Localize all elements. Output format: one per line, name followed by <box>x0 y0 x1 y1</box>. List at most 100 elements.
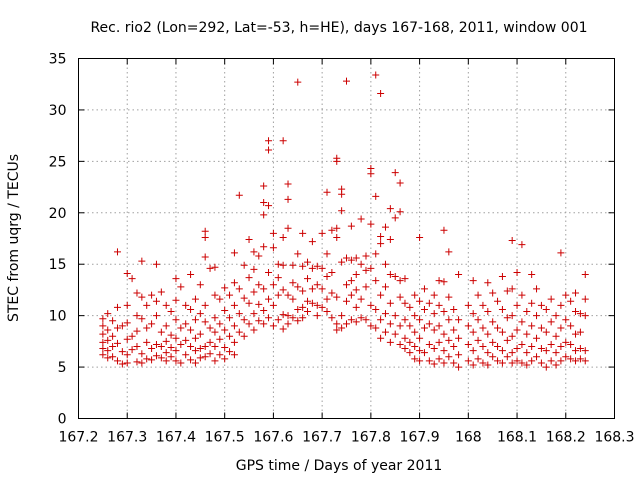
data-point <box>182 301 190 309</box>
data-point <box>152 297 160 305</box>
data-point <box>552 332 560 340</box>
x-tick-labels: 167.2 167.3 167.4 167.5 167.6 167.7 167.8 167.9… <box>58 430 634 446</box>
data-point <box>304 308 312 316</box>
data-point <box>260 182 268 190</box>
data-point <box>333 320 341 328</box>
data-point <box>230 351 238 359</box>
data-point <box>323 250 331 258</box>
data-point <box>430 310 438 318</box>
data-point <box>133 312 141 320</box>
data-point <box>455 363 463 371</box>
data-point <box>352 254 360 262</box>
data-point <box>240 316 248 324</box>
data-point <box>440 330 448 338</box>
data-point <box>567 340 575 348</box>
data-point <box>250 326 258 334</box>
data-point <box>221 284 229 292</box>
data-point <box>123 351 131 359</box>
data-point <box>318 285 326 293</box>
data-point <box>343 281 350 289</box>
data-point <box>352 303 360 311</box>
data-point <box>367 301 375 309</box>
data-point <box>557 324 565 332</box>
data-point <box>572 330 580 338</box>
data-point <box>265 268 273 276</box>
data-point <box>255 300 263 308</box>
data-point <box>333 224 341 232</box>
data-point <box>464 357 472 365</box>
data-point <box>138 350 146 358</box>
data-point <box>143 301 151 309</box>
data-point <box>391 312 399 320</box>
data-point <box>99 345 107 353</box>
data-point <box>265 314 273 322</box>
x-tick-label: 167.8 <box>351 430 391 446</box>
data-point <box>328 226 336 234</box>
data-point <box>503 314 511 322</box>
data-point <box>206 350 214 358</box>
data-point <box>187 305 195 313</box>
data-point <box>455 351 463 359</box>
data-point <box>250 265 258 273</box>
data-point <box>377 334 385 342</box>
data-point <box>469 347 477 355</box>
data-point <box>328 289 336 297</box>
data-point <box>279 311 287 319</box>
x-tick-label: 167.9 <box>400 430 440 446</box>
data-point <box>152 312 160 320</box>
data-point <box>123 269 131 277</box>
data-point <box>250 288 258 296</box>
y-tick-label: 10 <box>49 309 67 325</box>
data-point <box>440 226 448 234</box>
data-point <box>338 312 346 320</box>
data-point <box>289 279 297 287</box>
data-point <box>479 324 487 332</box>
data-point <box>435 301 443 309</box>
data-point <box>581 312 589 320</box>
data-point <box>479 359 487 367</box>
data-point <box>235 285 243 293</box>
data-point <box>206 264 214 272</box>
data-point <box>372 250 380 258</box>
data-point <box>567 297 575 305</box>
data-point <box>513 357 521 365</box>
data-point <box>109 343 117 350</box>
data-point <box>425 320 433 328</box>
data-point <box>289 261 297 269</box>
data-point <box>196 354 204 362</box>
data-point <box>445 248 453 256</box>
data-point <box>196 281 204 289</box>
data-point <box>162 322 170 330</box>
data-point <box>406 338 414 346</box>
data-point <box>552 361 560 369</box>
data-point <box>562 353 570 361</box>
data-point <box>411 355 419 363</box>
data-point <box>338 324 346 332</box>
data-point <box>172 334 180 342</box>
data-point <box>367 264 375 272</box>
data-point <box>133 289 141 297</box>
data-point <box>162 357 170 365</box>
data-point <box>537 301 545 309</box>
data-point <box>416 357 424 365</box>
data-point <box>528 343 536 350</box>
data-point <box>533 285 541 293</box>
data-point <box>221 344 229 352</box>
data-point <box>221 355 229 363</box>
data-point <box>537 324 545 332</box>
data-point <box>211 357 219 365</box>
data-point <box>362 266 370 274</box>
data-point <box>343 297 350 305</box>
data-point <box>240 332 248 340</box>
data-point <box>377 240 385 248</box>
x-tick-label: 167.7 <box>302 430 342 446</box>
data-point <box>576 355 584 363</box>
data-point <box>245 274 253 282</box>
data-point <box>440 278 448 286</box>
data-point <box>484 361 492 369</box>
data-point <box>318 229 326 237</box>
data-point <box>221 326 229 334</box>
data-point <box>187 271 195 278</box>
data-point <box>464 322 472 330</box>
data-point <box>508 332 516 340</box>
